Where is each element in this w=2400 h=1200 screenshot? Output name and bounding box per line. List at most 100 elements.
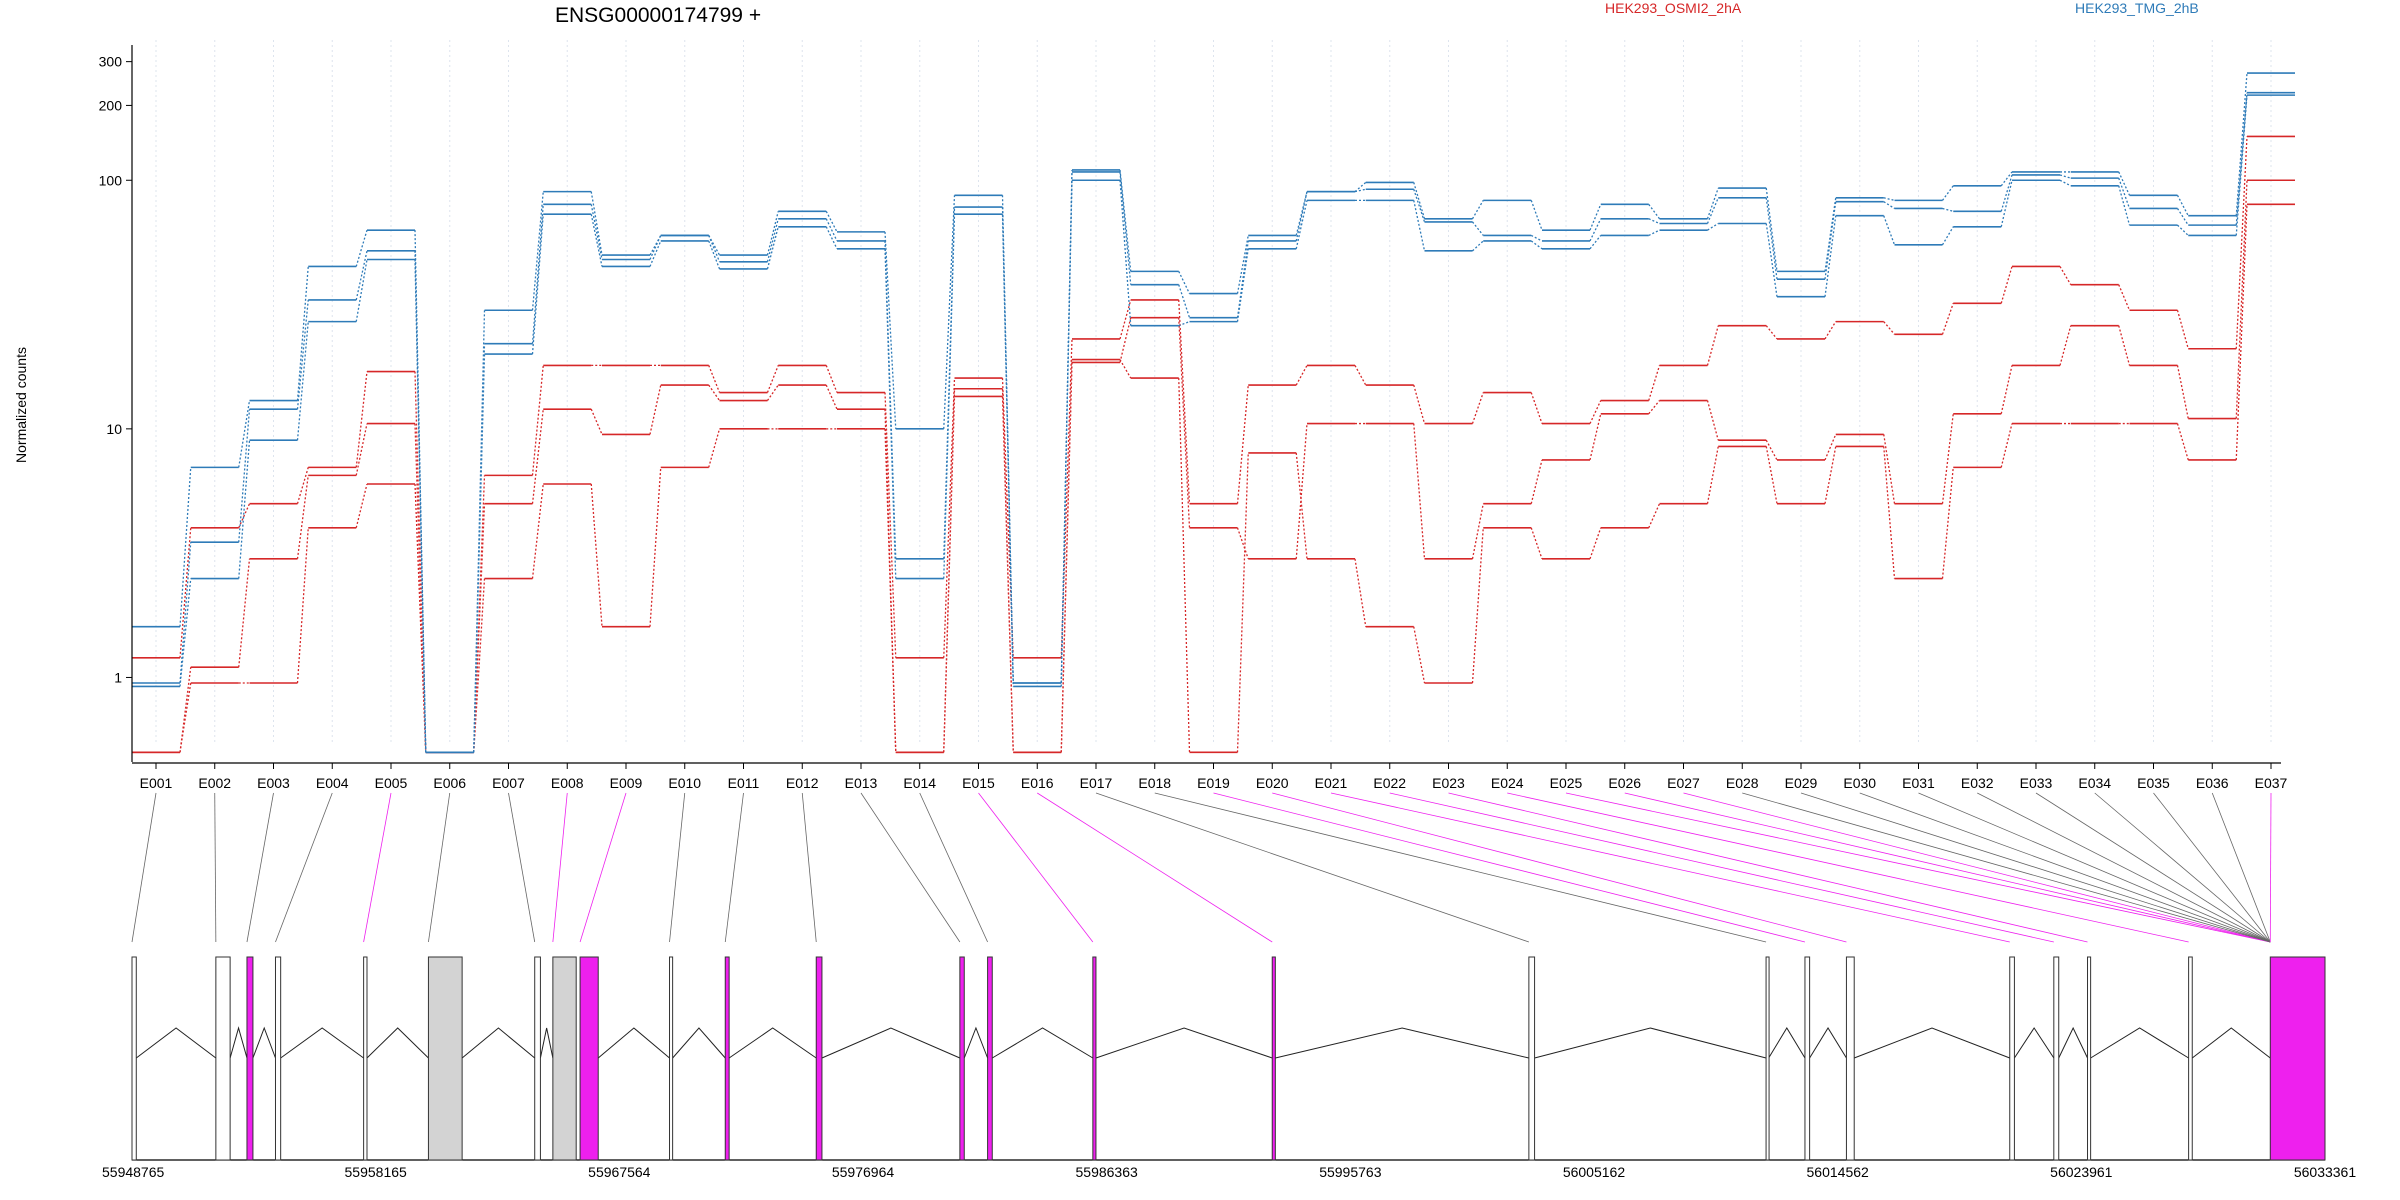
series-connector [355,423,368,476]
series-connector [2000,180,2013,227]
series-connector [1413,189,1426,223]
x-tick-label: E035 [2137,775,2170,791]
series-connector [825,384,838,410]
bin-connector [1977,792,2271,943]
y-tick-label: 300 [99,54,123,70]
exon-box [2087,956,2092,1161]
series-connector [708,240,721,270]
series-connector [2235,204,2248,460]
series-connector [1883,215,1896,246]
series-connector [1295,191,1308,242]
x-tick-label: E006 [433,775,466,791]
bin-connector [552,792,568,943]
genomic-coordinate-label: 55986363 [1076,1164,1139,1180]
series-connector [1589,413,1602,461]
series-connector [1236,527,1249,560]
series-connector [1824,215,1837,297]
bin-connector [2035,792,2271,943]
y-tick-label: 10 [106,421,122,437]
exon-box [2053,956,2060,1161]
series-connector [825,218,838,242]
series-connector [1413,200,1426,251]
bin-connector [363,792,392,943]
series-connector [1707,222,1719,231]
series-connector [179,467,192,627]
bin-connector [2211,792,2271,943]
series-connector [531,483,544,579]
series-connector [590,408,603,435]
series-connector [825,211,838,233]
series-connector [1765,439,1778,461]
genomic-coordinate-label: 55948765 [102,1164,165,1180]
x-tick-label: E036 [2196,775,2229,791]
bin-connector [1742,792,2271,943]
series-connector [238,440,251,579]
bin-connector [246,792,274,943]
series-connector [2000,365,2013,414]
series-connector [1001,388,1014,753]
series-connector [1706,325,1719,366]
legend-series-b: HEK293_TMG_2hB [2075,0,2199,16]
series-connector [1941,185,1954,201]
bin-connector [1095,792,1530,943]
series-connector [708,384,721,401]
exon-box [1804,956,1811,1161]
genomic-coordinate-label: 56033361 [2294,1164,2357,1180]
series-connector [1530,392,1543,424]
series-connector [1178,299,1191,504]
x-tick-label: E025 [1550,775,1583,791]
series-connector [649,235,662,260]
series-connector [1589,400,1602,424]
series-connector [1119,171,1132,285]
series-connector [825,226,838,250]
bin-connector [1330,792,2010,943]
x-tick-label: E033 [2020,775,2053,791]
series-connector [2118,171,2131,196]
bin-connector [860,792,961,943]
series-connector [884,248,897,579]
exon-box [427,956,463,1161]
series-connector [1178,284,1191,318]
series-connector [2118,185,2131,226]
series-connector [1413,182,1426,219]
bin-connector [275,792,333,943]
series-connector [943,378,956,658]
series-connector [943,388,956,753]
exon-box [669,956,674,1161]
series-connector [1236,248,1249,322]
series-connector [1589,527,1602,560]
x-tick-label: E026 [1608,775,1641,791]
series-connector [238,503,251,529]
series-connector [355,229,368,267]
series-connector [708,428,721,468]
bin-connector [1272,792,1847,943]
series-connector [1178,271,1191,294]
series-connector [531,365,544,476]
series-connector [766,384,779,401]
series-connector [1354,365,1367,386]
exon-box [987,956,993,1161]
series-connector [1236,385,1249,504]
x-tick-label: E028 [1726,775,1759,791]
series-connector [1589,204,1602,231]
bin-connector [1859,792,2271,943]
series-connector [1354,558,1367,627]
series-connector [884,428,897,753]
series-connector [1471,200,1484,220]
intron-line [461,1027,536,1059]
series-connector [649,235,662,256]
bin-connector [1918,792,2271,943]
series-connector [531,214,544,355]
series-connector [1648,503,1661,529]
genomic-coordinate-label: 55995763 [1319,1164,1382,1180]
series-connector [943,195,956,429]
intron-line [2090,1027,2189,1059]
series-connector [1060,180,1073,687]
x-tick-label: E001 [140,775,173,791]
x-tick-label: E032 [1961,775,1994,791]
series-connector [2000,266,2013,304]
series-connector [531,204,544,344]
bin-connector [428,792,451,943]
intron-line [728,1027,817,1059]
series-connector [238,409,251,543]
